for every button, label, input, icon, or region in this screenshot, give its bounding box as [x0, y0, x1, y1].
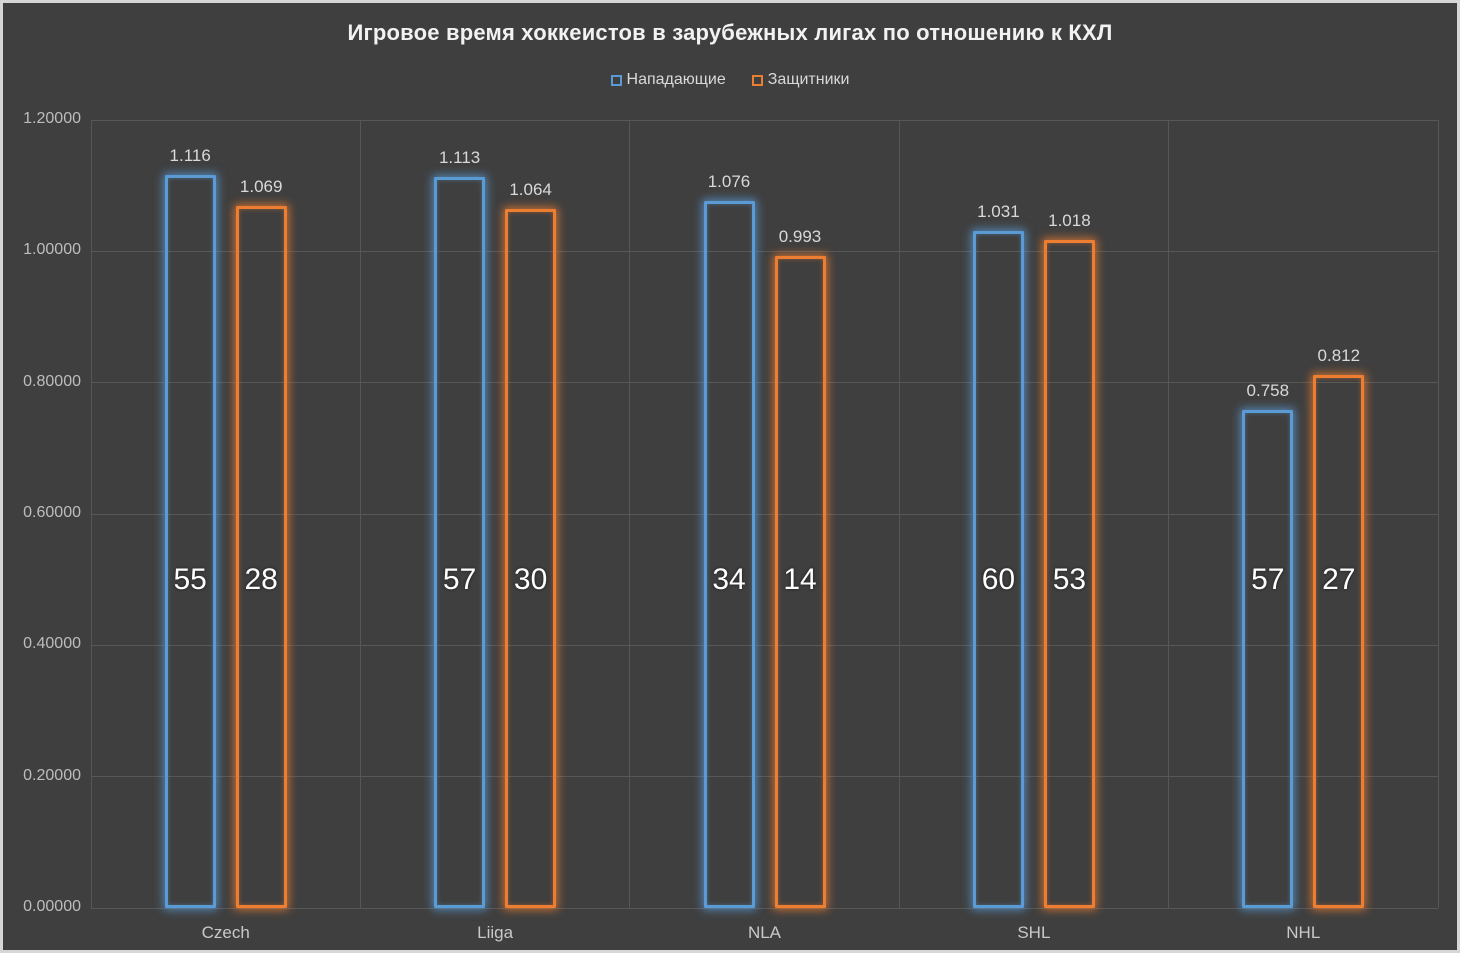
bar-value-label: 1.116 [169, 146, 211, 166]
bar-nla-forwards [703, 201, 755, 908]
bar-inner-count-label: 28 [244, 562, 278, 596]
bar-inner-count-label: 30 [513, 562, 548, 596]
x-axis-category-label: SHL [1017, 923, 1051, 942]
bar-czech-defenders [235, 206, 287, 908]
x-axis-category-label: Liiga [477, 923, 514, 942]
y-axis-tick-label: 1.20000 [23, 110, 81, 127]
y-axis-tick-label: 0.80000 [23, 372, 81, 390]
gridline-vertical [90, 120, 92, 908]
y-axis-tick-label: 0.20000 [23, 766, 81, 784]
bar-value-label: 0.758 [1246, 381, 1290, 401]
bar-value-label: 1.018 [1048, 210, 1091, 230]
bar-inner-count-label: 55 [173, 562, 207, 596]
bar-shl-defenders [1043, 239, 1095, 908]
bar-value-label: 0.812 [1317, 345, 1361, 365]
bar-czech-forwards [164, 175, 216, 908]
bar-liiga-forwards [434, 177, 486, 908]
x-axis-category-label: NHL [1286, 923, 1321, 942]
gridline-horizontal [91, 907, 1438, 909]
gridline-vertical [629, 120, 631, 908]
gridline-horizontal [91, 382, 1438, 384]
y-axis-tick-label: 0.40000 [23, 635, 81, 653]
bar-value-label: 1.113 [438, 148, 481, 168]
y-axis-tick-label: 0.60000 [23, 504, 81, 521]
bar-value-label: 1.064 [509, 180, 552, 200]
gridline-horizontal [91, 119, 1438, 121]
bar-nla-defenders [774, 255, 826, 908]
bar-inner-count-label: 57 [442, 562, 477, 596]
y-axis-tick-label: 0.00000 [23, 898, 81, 915]
legend: Нападающие Защитники [3, 71, 1457, 89]
bar-value-label: 1.076 [707, 172, 751, 192]
gridline-vertical [359, 120, 361, 908]
gridline-vertical [898, 120, 900, 908]
bar-inner-count-label: 27 [1322, 562, 1356, 596]
bar-inner-count-label: 34 [712, 562, 746, 596]
legend-label: Нападающие [626, 71, 726, 88]
y-axis-tick-label: 1.00000 [23, 241, 81, 259]
bar-nhl-defenders [1313, 374, 1365, 908]
legend-item-1: Защитники [751, 71, 850, 89]
gridline-horizontal [91, 776, 1438, 778]
bar-value-label: 1.069 [239, 177, 283, 197]
x-axis-category-label: Czech [201, 923, 250, 942]
bar-nhl-forwards [1242, 410, 1294, 908]
gridline-vertical [1437, 120, 1439, 908]
bar-inner-count-label: 14 [783, 562, 817, 596]
bar-liiga-defenders [505, 209, 557, 908]
gridline-vertical [1168, 120, 1170, 908]
legend-swatch-icon [610, 74, 622, 86]
plot-area: 0.00000 0.20000 0.40000 0.60000 0.80000 1.000… [3, 3, 1457, 950]
gridline-horizontal [91, 644, 1438, 646]
x-axis-category-label: NLA [747, 923, 782, 942]
legend-item-0: Нападающие [610, 71, 726, 89]
legend-label: Защитники [767, 71, 850, 88]
chart-title: Игровое время хоккеистов в зарубежных ли… [347, 20, 1113, 45]
bar-value-label: 1.031 [977, 201, 1020, 221]
bar-shl-forwards [972, 230, 1024, 908]
legend-swatch-icon [751, 74, 763, 86]
bar-inner-count-label: 60 [981, 562, 1016, 596]
gridline-horizontal [91, 250, 1438, 252]
bar-inner-count-label: 57 [1251, 562, 1285, 596]
gridline-horizontal [91, 513, 1438, 515]
bar-value-label: 0.993 [778, 226, 822, 246]
bar-inner-count-label: 53 [1052, 562, 1087, 596]
